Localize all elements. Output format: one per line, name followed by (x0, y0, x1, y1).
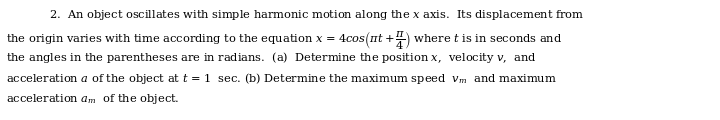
Text: the angles in the parentheses are in radians.  (a)  Determine the position $x$, : the angles in the parentheses are in rad… (6, 50, 536, 65)
Text: 2.  An object oscillates with simple harmonic motion along the $x$ axis.  Its di: 2. An object oscillates with simple harm… (49, 8, 584, 22)
Text: acceleration $a_m$  of the object.: acceleration $a_m$ of the object. (6, 92, 179, 106)
Text: the origin varies with time according to the equation $x$ = 4$cos\left(\pi t+\df: the origin varies with time according to… (6, 29, 562, 51)
Text: acceleration $a$ of the object at $t$ = 1  sec. (b) Determine the maximum speed : acceleration $a$ of the object at $t$ = … (6, 71, 557, 86)
